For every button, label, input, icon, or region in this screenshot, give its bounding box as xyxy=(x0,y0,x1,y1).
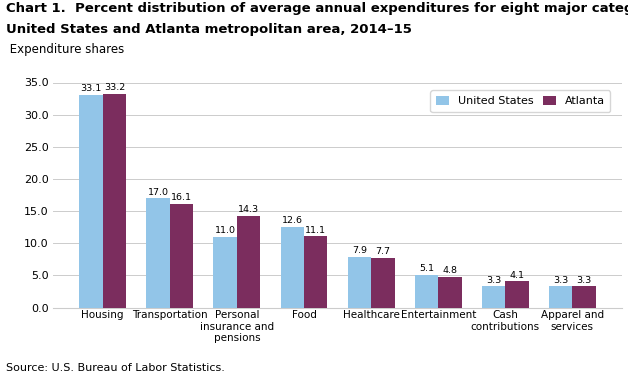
Text: 7.7: 7.7 xyxy=(376,248,391,256)
Bar xyxy=(549,286,572,308)
Text: 4.1: 4.1 xyxy=(509,270,524,279)
Text: 16.1: 16.1 xyxy=(171,194,192,202)
Text: 11.1: 11.1 xyxy=(305,225,326,234)
Bar xyxy=(304,236,327,308)
Bar xyxy=(79,95,103,308)
Bar xyxy=(348,257,371,307)
Bar xyxy=(414,275,438,308)
Bar xyxy=(103,94,126,308)
Text: 14.3: 14.3 xyxy=(238,205,259,214)
Text: 4.8: 4.8 xyxy=(443,266,457,275)
Legend: United States, Atlanta: United States, Atlanta xyxy=(430,90,610,112)
Bar xyxy=(506,281,529,308)
Bar xyxy=(371,258,394,308)
Bar xyxy=(237,216,261,308)
Bar xyxy=(281,226,304,308)
Bar xyxy=(214,237,237,308)
Text: 3.3: 3.3 xyxy=(553,276,568,285)
Text: United States and Atlanta metropolitan area, 2014–15: United States and Atlanta metropolitan a… xyxy=(6,22,412,36)
Text: 12.6: 12.6 xyxy=(282,216,303,225)
Text: 3.3: 3.3 xyxy=(486,276,501,285)
Bar xyxy=(146,198,170,308)
Text: 5.1: 5.1 xyxy=(419,264,434,273)
Text: 33.2: 33.2 xyxy=(104,84,125,93)
Text: Expenditure shares: Expenditure shares xyxy=(6,43,124,56)
Text: 7.9: 7.9 xyxy=(352,246,367,255)
Text: Chart 1.  Percent distribution of average annual expenditures for eight major ca: Chart 1. Percent distribution of average… xyxy=(6,2,628,15)
Bar xyxy=(572,286,596,308)
Bar xyxy=(482,286,506,308)
Bar xyxy=(438,277,462,308)
Text: 17.0: 17.0 xyxy=(148,188,168,196)
Text: Source: U.S. Bureau of Labor Statistics.: Source: U.S. Bureau of Labor Statistics. xyxy=(6,363,225,373)
Text: 33.1: 33.1 xyxy=(80,84,102,93)
Bar xyxy=(170,204,193,308)
Text: 11.0: 11.0 xyxy=(215,226,236,235)
Text: 3.3: 3.3 xyxy=(577,276,592,285)
